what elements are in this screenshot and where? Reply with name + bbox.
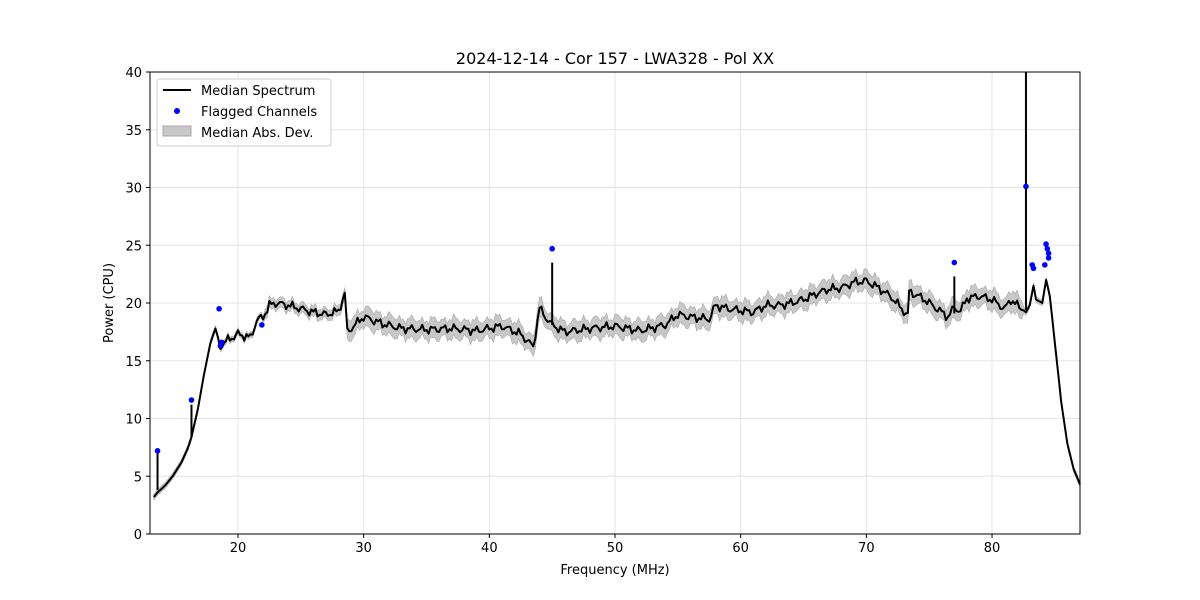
x-tick-label: 80 [984,541,1001,556]
x-axis-label: Frequency (MHz) [560,563,669,578]
flagged-channel-point [1044,245,1051,252]
y-axis-label: Power (CPU) [102,263,117,343]
legend-mad-swatch [162,125,192,137]
y-tick-label: 15 [125,355,142,370]
legend-box [156,78,332,147]
legend-flagged-label: Flagged Channels [201,105,317,120]
x-tick-label: 30 [355,541,372,556]
chart-title: 2024-12-14 - Cor 157 - LWA328 - Pol XX [456,49,774,68]
x-tick-label: 40 [481,541,498,556]
flagged-channel-point [218,339,225,346]
flagged-channel-point [1042,262,1048,268]
y-tick-label: 30 [125,182,142,197]
legend-mad-label: Median Abs. Dev. [201,126,313,141]
x-tick-label: 70 [858,541,875,556]
x-tick-label: 20 [230,541,247,556]
y-tick-label: 0 [134,528,142,543]
y-tick-label: 5 [134,470,142,485]
flagged-channel-point [1023,183,1029,190]
flagged-channel-point [549,245,555,252]
flagged-channel-point [188,397,195,403]
median-line-group [153,276,1081,498]
y-axis-ticks: 0 5 10 15 20 25 30 35 40 [125,66,150,543]
y-tick-label: 40 [125,66,142,81]
flagged-points-group [154,183,1052,454]
y-tick-label: 25 [125,239,142,254]
legend: Median Spectrum Flagged Channels Median … [156,78,332,147]
x-axis-ticks: 20 30 40 50 60 70 80 [230,534,1001,556]
y-tick-label: 20 [125,297,142,312]
flagged-channel-point [1045,255,1052,261]
flagged-channel-point [259,322,265,328]
x-tick-label: 50 [607,541,624,556]
flagged-channel-point [216,305,222,312]
flagged-channel-point [951,259,958,266]
x-tick-label: 60 [732,541,749,556]
flagged-channel-point [1045,250,1052,257]
spike-group [156,72,1027,491]
legend-flagged-swatch [174,108,180,114]
median-spectrum-line [153,276,1081,498]
flagged-channel-point [1030,265,1037,272]
flagged-channel-point [1043,241,1049,247]
legend-median-label: Median Spectrum [201,84,315,99]
y-tick-label: 35 [125,124,142,139]
flagged-channel-point [154,448,161,454]
y-tick-label: 10 [125,413,142,428]
